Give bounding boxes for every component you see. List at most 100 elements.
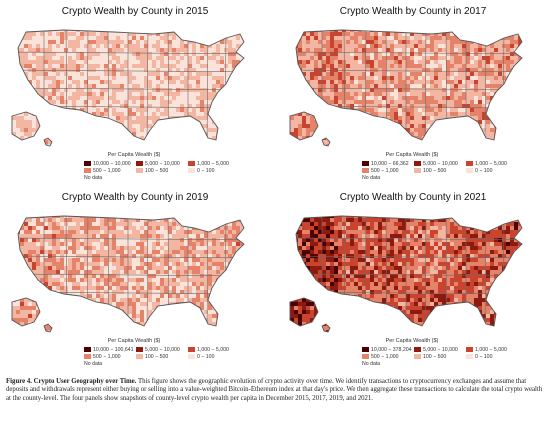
county-cell: [192, 262, 196, 266]
county-cell: [290, 56, 294, 60]
county-cell: [152, 258, 156, 262]
county-cell: [104, 84, 108, 88]
county-cell: [28, 218, 32, 222]
county-cell: [358, 60, 362, 64]
county-cell: [290, 116, 294, 120]
county-cell: [64, 64, 68, 68]
county-cell: [366, 56, 370, 60]
county-cell: [240, 234, 244, 238]
county-cell: [168, 282, 172, 286]
county-cell: [208, 144, 212, 146]
county-cell: [212, 278, 216, 282]
county-cell: [462, 32, 466, 36]
county-cell: [128, 104, 132, 108]
county-cell: [414, 116, 418, 120]
county-cell: [40, 238, 44, 242]
county-cell: [518, 104, 522, 108]
county-cell: [382, 52, 386, 56]
county-cell: [386, 44, 390, 48]
county-cell: [414, 144, 418, 146]
county-cell: [164, 282, 168, 286]
county-cell: [124, 92, 128, 96]
county-cell: [84, 128, 88, 132]
us-outline: [295, 29, 523, 141]
county-cell: [422, 116, 426, 120]
county-cell: [108, 286, 112, 290]
county-cell: [36, 104, 40, 108]
county-cell: [248, 266, 252, 270]
county-cell: [220, 144, 224, 146]
county-cell: [362, 56, 366, 60]
county-cell: [184, 258, 188, 262]
county-cell: [518, 100, 522, 104]
county-cell: [32, 72, 36, 76]
county-cell: [370, 116, 374, 120]
county-cell: [16, 36, 20, 40]
county-cell: [398, 144, 402, 146]
county-cell: [184, 48, 188, 52]
legend: Per Capita Wealth ($) 10,000 − 66,362 5,0…: [362, 152, 532, 186]
county-cell: [204, 104, 208, 108]
county-cell: [112, 266, 116, 270]
county-cell: [406, 124, 410, 128]
county-cell: [156, 258, 160, 262]
county-cell: [208, 80, 212, 84]
county-cell: [326, 76, 330, 80]
county-cell: [216, 52, 220, 56]
county-cell: [446, 112, 450, 116]
county-cell: [398, 36, 402, 40]
county-cell: [394, 144, 398, 146]
map-panel-2019: Crypto Wealth by County in 2019 Per Capi…: [4, 190, 266, 372]
county-cell: [458, 112, 462, 116]
county-cell: [124, 140, 128, 144]
county-cell: [68, 238, 72, 242]
alaska-outline: [289, 111, 319, 141]
county-cell: [188, 80, 192, 84]
county-cell: [196, 56, 200, 60]
county-cell: [84, 32, 88, 36]
county-cell: [80, 48, 84, 52]
county-cell: [148, 246, 152, 250]
county-cell: [526, 40, 530, 44]
county-cell: [128, 238, 132, 242]
county-cell: [240, 88, 244, 92]
county-cell: [200, 48, 204, 52]
county-cell: [60, 44, 64, 48]
county-cell: [406, 32, 410, 36]
county-cell: [346, 144, 350, 146]
county-cell: [342, 88, 346, 92]
county-cell: [112, 222, 116, 226]
county-cell: [204, 222, 208, 226]
county-cell: [168, 108, 172, 112]
county-cell: [112, 44, 116, 48]
county-cell: [310, 64, 314, 68]
county-cell: [192, 96, 196, 100]
county-cell: [244, 64, 248, 68]
county-cell: [498, 84, 502, 88]
county-cell: [426, 60, 430, 64]
county-cell: [60, 100, 64, 104]
county-cell: [96, 120, 100, 124]
county-cell: [180, 84, 184, 88]
county-cell: [140, 52, 144, 56]
county-cell: [68, 136, 72, 140]
county-cell: [64, 132, 68, 136]
county-cell: [418, 124, 422, 128]
county-cell: [92, 218, 96, 222]
county-cell: [64, 104, 68, 108]
county-cell: [298, 52, 302, 56]
county-cell: [220, 136, 224, 140]
county-cell: [334, 88, 338, 92]
county-cell: [8, 148, 12, 152]
county-cell: [414, 84, 418, 88]
county-cell: [446, 128, 450, 132]
county-cell: [298, 100, 302, 104]
county-cell: [188, 238, 192, 242]
county-cell: [100, 124, 104, 128]
county-cell: [362, 84, 366, 88]
county-cell: [108, 270, 112, 274]
county-cell: [382, 68, 386, 72]
county-cell: [338, 128, 342, 132]
county-cell: [100, 262, 104, 266]
county-cell: [378, 84, 382, 88]
